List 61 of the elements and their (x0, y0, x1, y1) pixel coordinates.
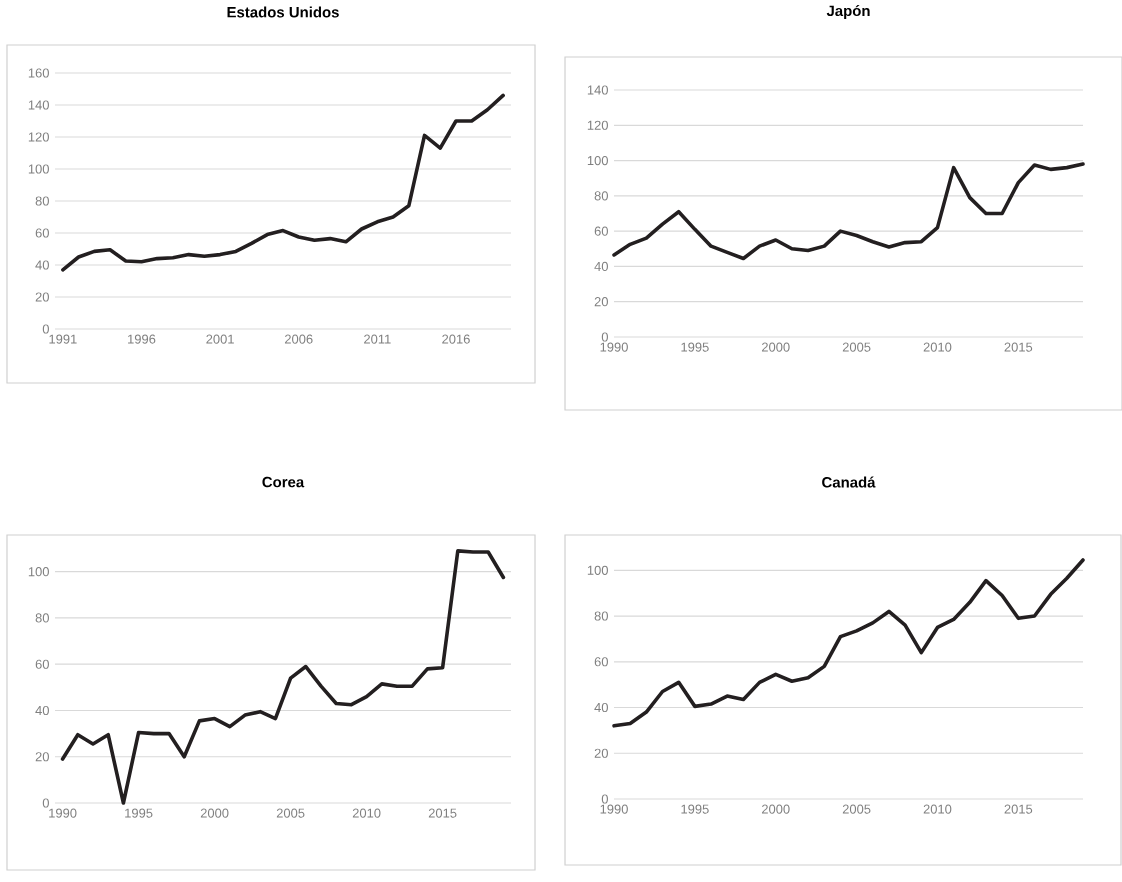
y-tick-label: 100 (28, 567, 49, 577)
x-tick-label: 2015 (1004, 342, 1033, 352)
y-tick-label: 60 (35, 659, 49, 669)
x-tick-label: 1995 (125, 808, 153, 818)
x-tick-label: 2015 (428, 808, 457, 818)
x-tick-label: 1990 (600, 342, 628, 352)
x-tick-label: 2010 (923, 804, 952, 814)
x-tick-label: 1990 (600, 804, 628, 814)
y-tick-label: 20 (35, 752, 49, 762)
y-tick-label: 120 (587, 120, 608, 130)
x-tick-label: 2005 (842, 804, 871, 814)
line-series (60, 549, 506, 805)
y-tick-label: 120 (28, 132, 49, 142)
y-tick-label: 0 (42, 324, 49, 334)
x-tick-label: 2000 (761, 342, 790, 352)
y-tick-label: 0 (42, 798, 49, 808)
y-tick-label: 100 (587, 155, 608, 166)
x-tick-label: 2015 (1004, 804, 1033, 814)
line-series (612, 162, 1085, 261)
y-tick-label: 100 (587, 565, 608, 575)
chart-title: Canadá (822, 476, 876, 488)
x-tick-label: 1996 (128, 334, 156, 344)
x-tick-label: 1990 (49, 808, 77, 818)
x-tick-label: 1995 (681, 804, 709, 814)
chart-title: Corea (262, 476, 305, 488)
y-tick-label: 40 (594, 702, 608, 713)
y-tick-label: 0 (601, 794, 608, 804)
chart-title: Estados Unidos (227, 6, 339, 18)
x-tick-label: 2000 (200, 808, 229, 818)
line-series (612, 558, 1085, 728)
y-tick-label: 0 (601, 332, 608, 342)
x-tick-label: 2010 (352, 808, 381, 818)
y-tick-label: 140 (587, 85, 608, 95)
y-tick-label: 160 (28, 68, 49, 78)
x-tick-label: 2005 (276, 808, 305, 818)
x-tick-label: 2005 (842, 342, 871, 352)
line-series (61, 93, 505, 272)
y-tick-label: 80 (35, 613, 49, 623)
y-tick-label: 20 (594, 297, 608, 307)
x-tick-label: 2011 (364, 334, 391, 344)
y-tick-label: 20 (35, 292, 49, 302)
y-tick-label: 20 (594, 748, 608, 758)
y-tick-label: 140 (28, 100, 49, 110)
y-tick-label: 60 (35, 228, 49, 238)
x-tick-label: 2006 (284, 334, 313, 344)
y-tick-label: 40 (35, 705, 49, 716)
y-tick-label: 80 (35, 196, 49, 206)
y-tick-label: 60 (594, 657, 608, 667)
y-tick-label: 40 (35, 260, 49, 270)
x-tick-label: 2000 (761, 804, 790, 814)
y-tick-label: 40 (594, 261, 608, 272)
y-tick-label: 60 (594, 226, 608, 236)
x-tick-label: 2001 (206, 334, 234, 344)
x-tick-label: 1995 (681, 342, 709, 352)
y-tick-label: 80 (594, 191, 608, 201)
x-tick-label: 2016 (442, 334, 470, 344)
x-tick-label: 2010 (923, 342, 952, 352)
chart-title: Japón (826, 4, 870, 20)
x-tick-label: 1991 (49, 334, 77, 344)
y-tick-label: 80 (594, 611, 608, 621)
y-tick-label: 100 (28, 164, 49, 174)
